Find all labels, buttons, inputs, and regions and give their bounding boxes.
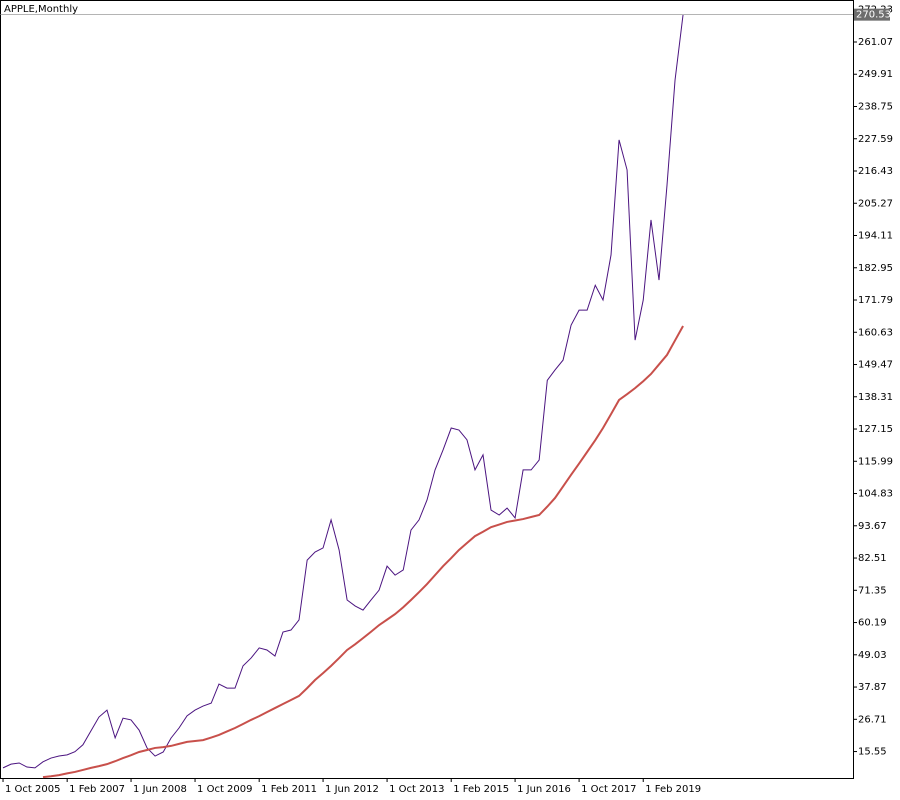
y-tick-label: 49.03 xyxy=(858,650,887,661)
x-tick-label: 1 Feb 2007 xyxy=(69,784,125,795)
y-tick-label: 93.67 xyxy=(858,521,887,532)
y-tick-label: 138.31 xyxy=(858,392,893,403)
x-tick-label: 1 Feb 2015 xyxy=(453,784,509,795)
y-tick-label: 104.83 xyxy=(858,489,893,500)
y-tick-label: 227.59 xyxy=(858,134,893,145)
y-tick-label: 82.51 xyxy=(858,553,887,564)
price-box xyxy=(854,8,890,21)
price-label: 270.53 xyxy=(856,10,891,21)
y-tick-label: 149.47 xyxy=(858,360,893,371)
y-tick-label: 115.99 xyxy=(858,456,893,467)
x-tick-label: 1 Jun 2012 xyxy=(325,784,379,795)
y-tick-label: 238.75 xyxy=(858,101,893,112)
y-tick-label: 171.79 xyxy=(858,295,893,306)
x-tick-label: 1 Jun 2016 xyxy=(517,784,571,795)
y-tick-label: 71.35 xyxy=(858,585,887,596)
y-tick-label: 60.19 xyxy=(858,618,887,629)
y-tick-label: 15.55 xyxy=(858,747,887,758)
x-tick-label: 1 Oct 2017 xyxy=(581,784,636,795)
y-tick-label: 182.95 xyxy=(858,263,893,274)
chart-title: APPLE,Monthly xyxy=(4,4,78,15)
y-tick-label: 37.87 xyxy=(858,682,887,693)
series-line xyxy=(2,14,684,769)
y-tick-label: 194.11 xyxy=(858,231,893,242)
y-tick-label: 249.91 xyxy=(858,69,893,80)
x-tick-label: 1 Jun 2008 xyxy=(133,784,187,795)
y-tick-label: 127.15 xyxy=(858,424,893,435)
y-tick-label: 261.07 xyxy=(858,37,893,48)
x-tick-label: 1 Oct 2005 xyxy=(5,784,60,795)
y-tick-label: 26.71 xyxy=(858,714,887,725)
x-tick-label: 1 Oct 2009 xyxy=(197,784,252,795)
y-tick-label: 216.43 xyxy=(858,166,893,177)
plot-frame xyxy=(0,0,854,779)
y-tick-label: 160.63 xyxy=(858,327,893,338)
series-line xyxy=(42,325,684,779)
x-tick-label: 1 Oct 2013 xyxy=(389,784,444,795)
y-tick-label: 205.27 xyxy=(858,198,893,209)
x-tick-label: 1 Feb 2019 xyxy=(645,784,701,795)
x-tick-label: 1 Feb 2011 xyxy=(261,784,317,795)
